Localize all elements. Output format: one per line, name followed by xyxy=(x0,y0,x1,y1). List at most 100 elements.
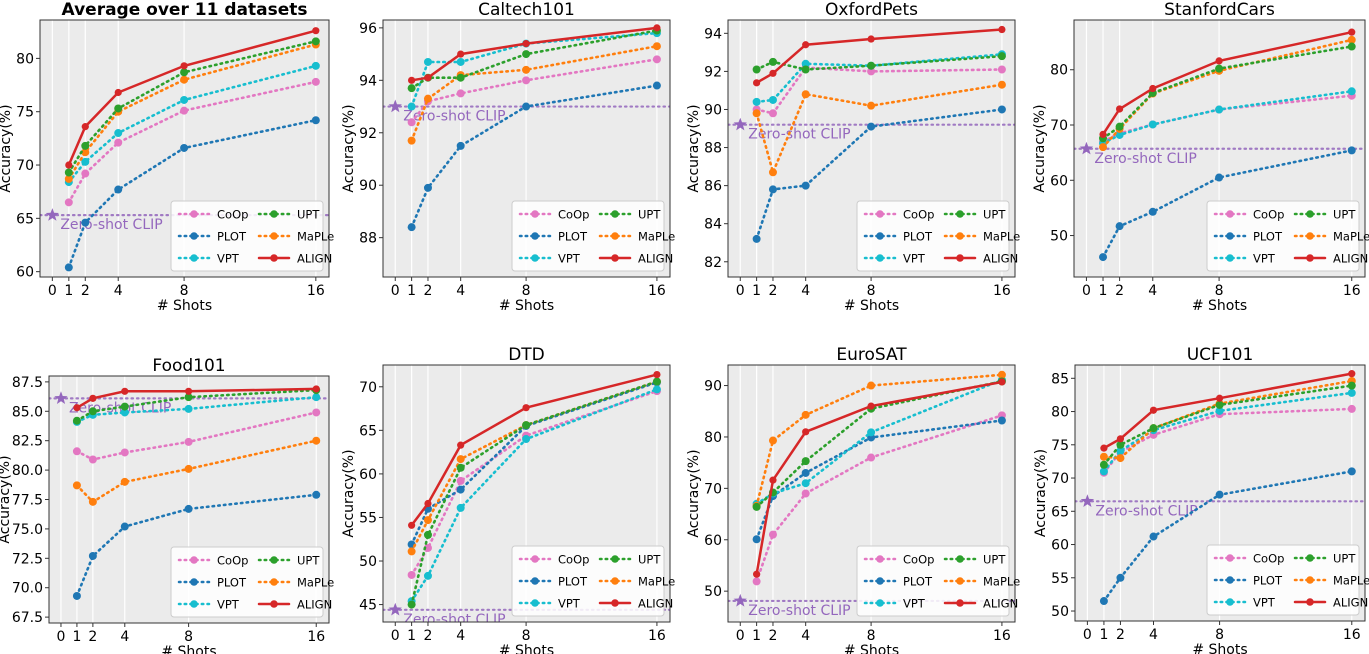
legend-label-plot: PLOT xyxy=(217,230,247,244)
data-point-upt xyxy=(120,402,129,411)
legend-label-align: ALIGN xyxy=(638,597,673,611)
legend-label-maple: MaPLe xyxy=(297,576,334,590)
x-tick-label: 2 xyxy=(769,628,778,644)
data-point-maple xyxy=(522,65,531,74)
data-point-maple xyxy=(1116,454,1125,463)
x-tick-label: 2 xyxy=(424,628,433,644)
legend: CoOp PLOT VPT UPT MaPLe ALIGN xyxy=(170,200,334,272)
data-point-upt xyxy=(407,600,416,609)
chart-title: OxfordPets xyxy=(825,0,918,20)
y-tick-label: 70 xyxy=(16,158,34,174)
legend-label-plot: PLOT xyxy=(903,230,933,244)
legend-marker-coop xyxy=(531,555,539,563)
data-point-maple xyxy=(72,481,81,490)
y-axis-label: Accuracy(%) xyxy=(686,449,702,537)
data-point-align xyxy=(121,387,129,395)
legend-marker-vpt xyxy=(531,599,539,607)
series-line-vpt xyxy=(410,388,659,603)
chart-panel-3: 0 1 2 4 8 16 50 60 70 80 StanfordCars # Shots Accura… xyxy=(1032,0,1369,314)
data-point-coop xyxy=(867,67,876,76)
x-tick-label: 0 xyxy=(391,283,400,299)
legend-marker-coop xyxy=(876,210,884,218)
data-point-plot xyxy=(72,591,81,600)
data-point-align xyxy=(867,402,875,410)
data-point-coop xyxy=(114,138,123,147)
chart-panel-0: 0 1 2 4 8 16 60 65 70 75 80 Average over 11 dataset… xyxy=(0,0,334,314)
plot-area: Zero-shot CLIP xyxy=(728,25,1015,243)
plot-frame xyxy=(382,19,671,278)
y-tick-label: 90 xyxy=(704,379,722,395)
data-point-upt xyxy=(752,502,761,511)
y-tick-label: 92 xyxy=(359,126,377,142)
data-point-maple xyxy=(652,42,661,51)
x-axis-label: # Shots xyxy=(499,298,554,314)
data-point-maple xyxy=(752,109,761,118)
data-point-vpt xyxy=(312,393,321,402)
x-tick-label: 8 xyxy=(522,283,531,299)
data-point-align xyxy=(81,123,89,131)
legend-label-upt: UPT xyxy=(983,553,1006,567)
data-point-align xyxy=(180,62,188,70)
x-tick-label: 16 xyxy=(1343,283,1361,299)
data-point-coop xyxy=(652,55,661,64)
data-point-maple xyxy=(1099,143,1108,152)
data-point-align xyxy=(867,35,875,43)
legend-box xyxy=(170,546,324,618)
y-tick-label: 65 xyxy=(1051,504,1069,520)
data-point-coop xyxy=(407,118,416,127)
data-point-maple xyxy=(312,436,321,445)
data-point-vpt xyxy=(114,129,123,138)
legend-marker-plot xyxy=(1226,576,1234,584)
data-point-vpt xyxy=(1099,467,1108,476)
legend-marker-plot xyxy=(876,577,884,585)
chart-title: UCF101 xyxy=(1187,345,1254,365)
zero-shot-label: Zero-shot CLIP xyxy=(60,217,162,233)
data-point-upt xyxy=(1215,64,1224,73)
data-point-upt xyxy=(1115,122,1124,131)
y-axis-label: Accuracy(%) xyxy=(341,449,357,537)
data-point-align xyxy=(312,27,320,35)
legend-marker-maple xyxy=(611,232,619,240)
y-axis-label: Accuracy(%) xyxy=(0,104,14,192)
data-point-vpt xyxy=(801,59,810,68)
plot-frame xyxy=(1073,19,1366,278)
x-tick-label: 8 xyxy=(1215,627,1224,643)
data-point-plot xyxy=(407,223,416,232)
legend-marker-align xyxy=(956,254,964,262)
legend: CoOp PLOT VPT UPT MaPLe ALIGN xyxy=(856,200,1020,272)
data-point-coop xyxy=(81,169,90,178)
legend-marker-maple xyxy=(956,232,964,240)
data-point-maple xyxy=(456,455,465,464)
y-tick-label: 67.5 xyxy=(12,610,43,626)
x-tick-label: 1 xyxy=(64,283,73,299)
data-point-vpt xyxy=(81,157,90,166)
legend-marker-plot xyxy=(876,232,884,240)
legend-label-vpt: VPT xyxy=(903,597,926,611)
y-tick-label: 94 xyxy=(359,73,377,89)
data-point-upt xyxy=(1347,42,1356,51)
legend-label-align: ALIGN xyxy=(297,598,332,612)
data-point-maple xyxy=(407,136,416,145)
data-point-upt xyxy=(752,65,761,74)
plot-frame xyxy=(727,364,1016,623)
data-point-align xyxy=(408,76,416,84)
legend-label-maple: MaPLe xyxy=(297,230,334,244)
data-point-align xyxy=(114,88,122,97)
legend-box xyxy=(1206,544,1360,616)
data-point-coop xyxy=(456,476,465,485)
plot-area: Zero-shot CLIP xyxy=(383,370,670,628)
data-point-plot xyxy=(1215,173,1224,182)
data-point-plot xyxy=(652,81,661,90)
data-point-plot xyxy=(997,416,1006,425)
data-point-align xyxy=(653,370,661,379)
y-tick-label: 75 xyxy=(1051,438,1069,454)
data-point-coop xyxy=(1347,404,1356,413)
zero-shot-label: Zero-shot CLIP xyxy=(403,612,505,628)
data-point-upt xyxy=(1347,381,1356,390)
data-point-align xyxy=(312,385,320,393)
legend-box xyxy=(511,200,665,272)
y-tick-label: 84 xyxy=(704,217,722,233)
data-point-coop xyxy=(456,89,465,98)
data-point-plot xyxy=(180,143,189,152)
data-point-upt xyxy=(522,421,531,430)
